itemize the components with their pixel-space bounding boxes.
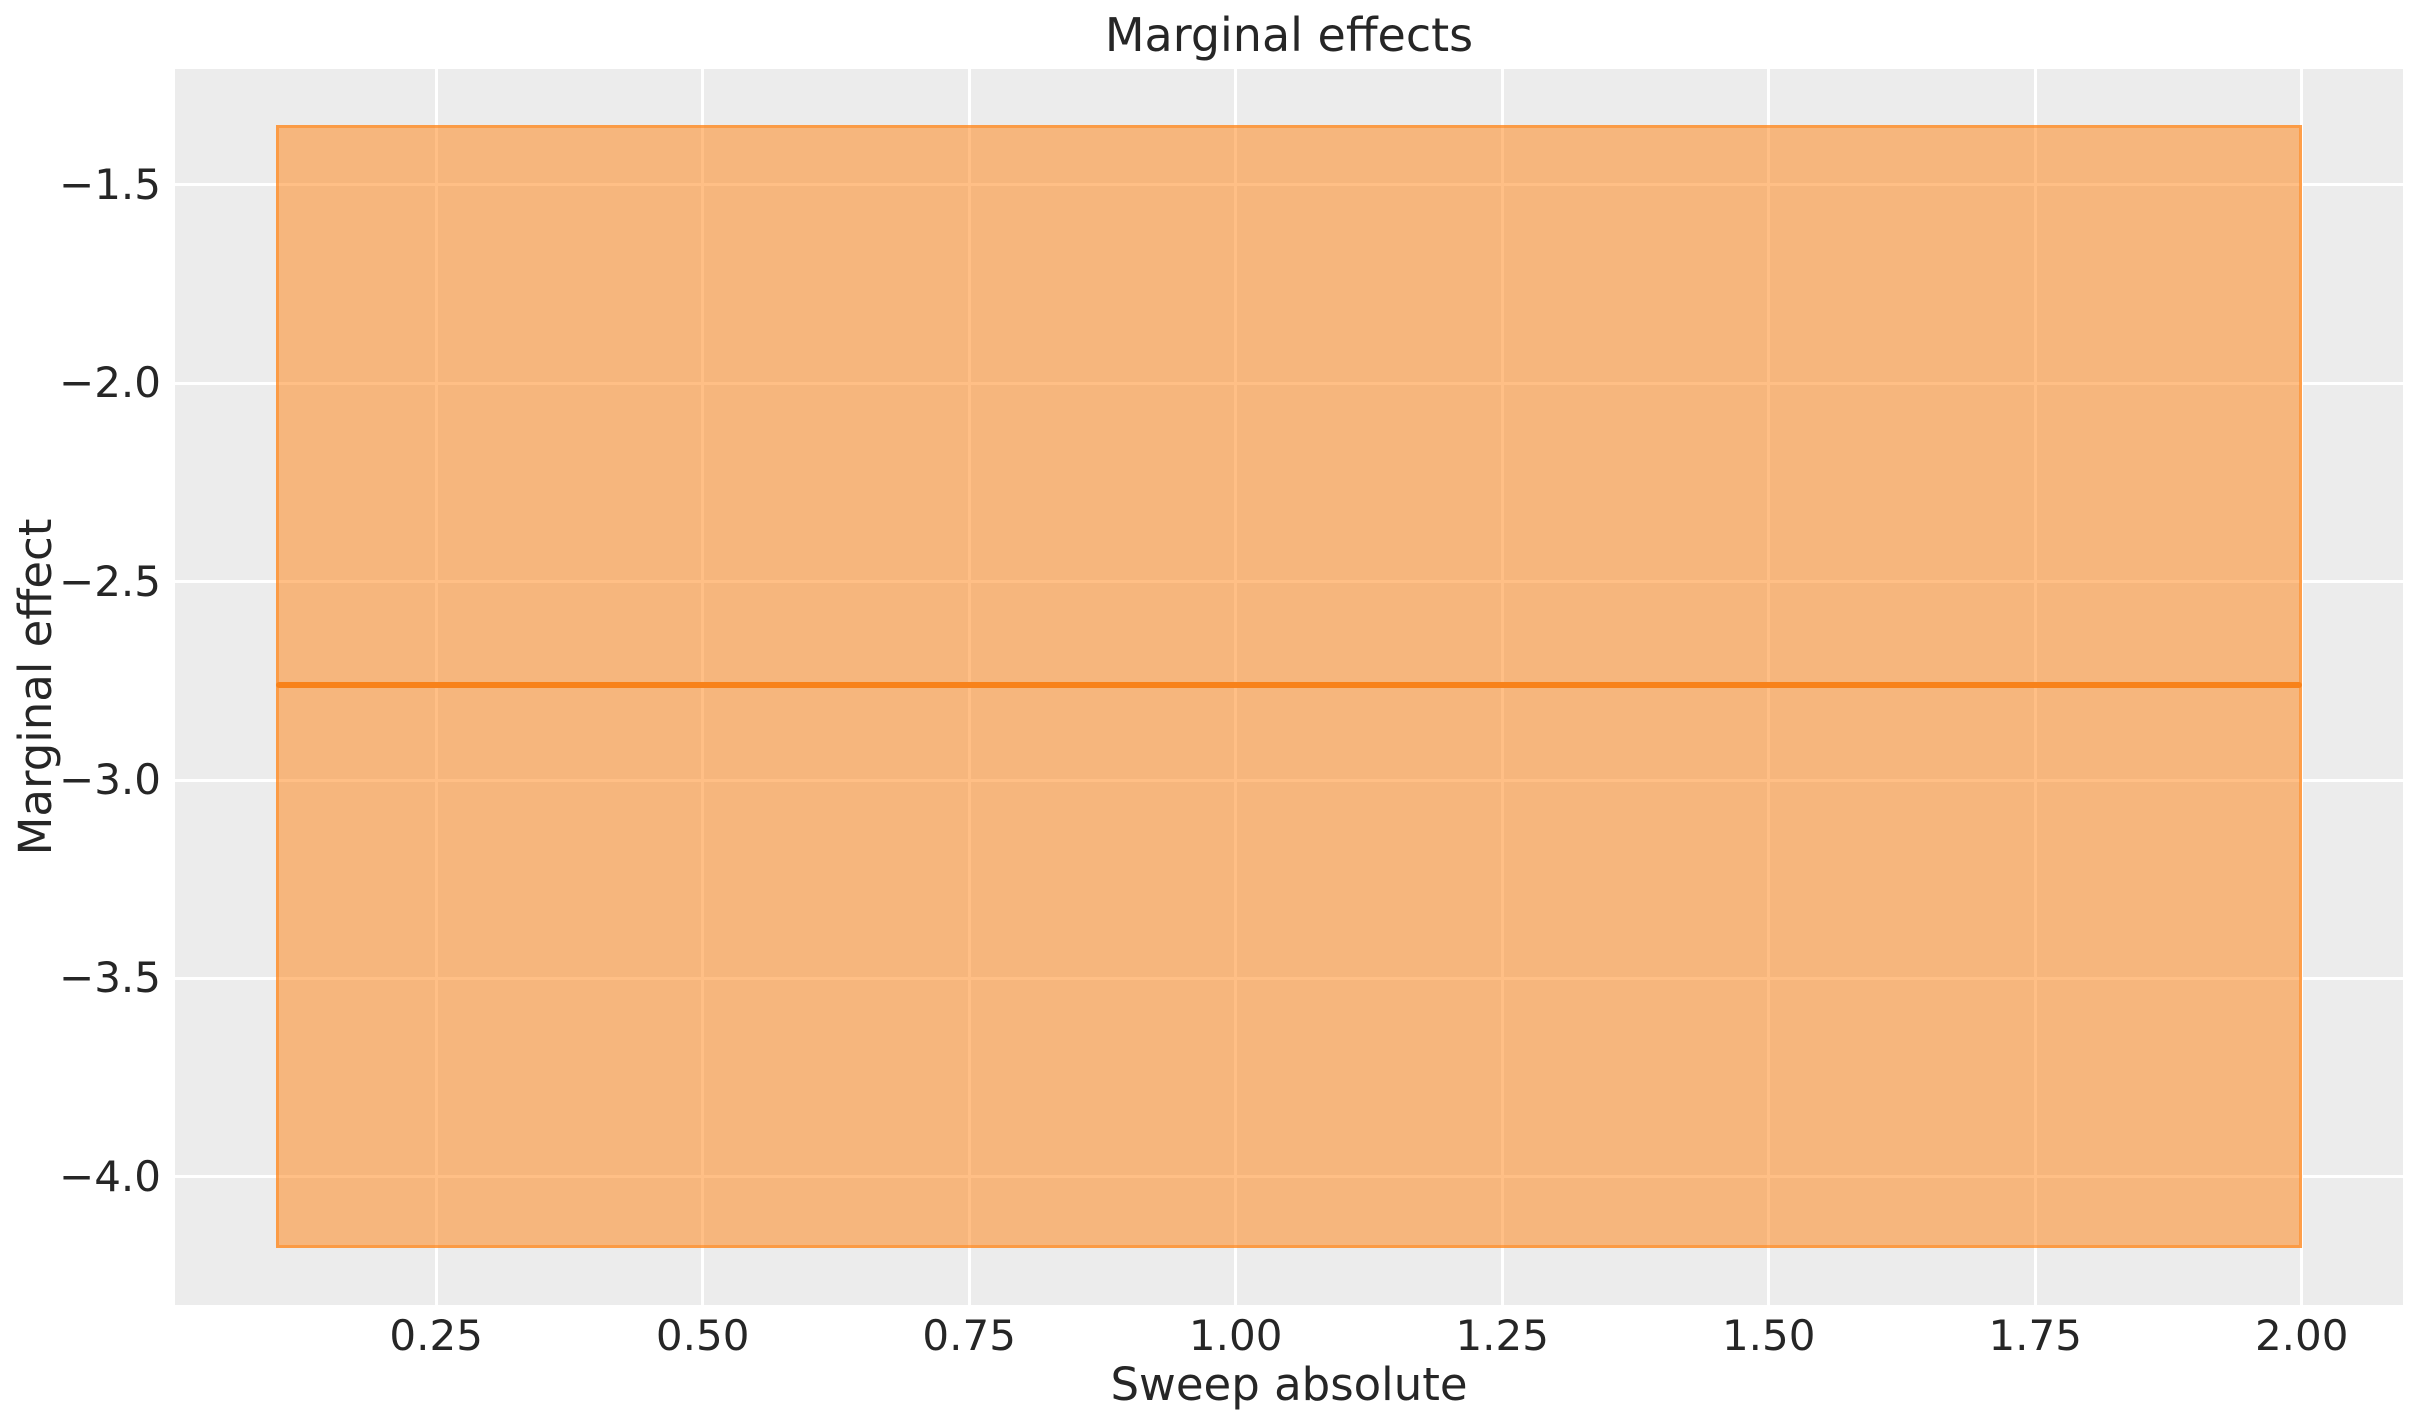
plot-area xyxy=(175,69,2403,1305)
x-tick-label: 1.75 xyxy=(1988,1311,2082,1360)
x-tick-label: 1.00 xyxy=(1188,1311,1283,1360)
y-tick-label: −2.5 xyxy=(59,556,161,606)
x-tick-label: 0.25 xyxy=(389,1311,483,1360)
chart-title: Marginal effects xyxy=(1104,8,1474,62)
y-tick-label: −4.0 xyxy=(59,1151,161,1201)
x-tick-label: 0.50 xyxy=(655,1311,750,1360)
y-tick-label: −3.0 xyxy=(59,755,161,805)
y-tick-label: −1.5 xyxy=(59,159,161,209)
mean-line xyxy=(276,681,2302,688)
y-tick-label: −2.0 xyxy=(59,358,161,408)
x-axis-label: Sweep absolute xyxy=(1110,1358,1468,1411)
y-tick-label: −3.5 xyxy=(59,953,161,1003)
x-tick-label: 0.75 xyxy=(922,1311,1016,1360)
x-tick-label: 2.00 xyxy=(2254,1311,2349,1360)
x-tick-label: 1.25 xyxy=(1455,1311,1549,1360)
x-gridline xyxy=(2300,69,2304,1305)
x-tick-label: 1.50 xyxy=(1721,1311,1816,1360)
